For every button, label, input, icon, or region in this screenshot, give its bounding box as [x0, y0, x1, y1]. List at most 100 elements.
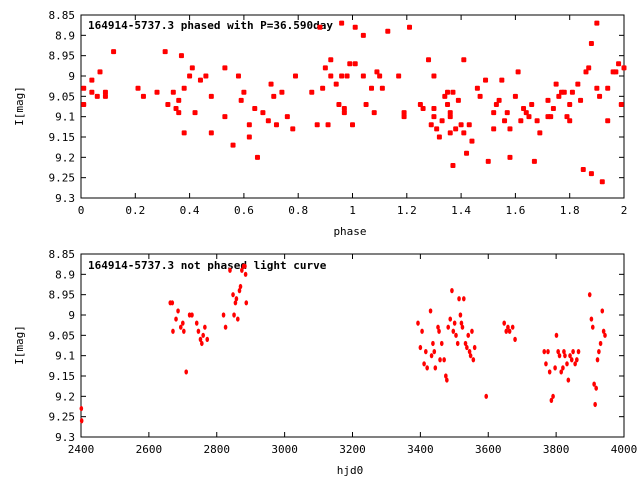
data-point — [439, 340, 444, 347]
data-point — [437, 328, 441, 334]
phased-chart-points — [81, 20, 627, 185]
phased-chart-xlabel: phase — [333, 225, 366, 238]
data-point — [447, 130, 453, 136]
data-point — [228, 267, 232, 273]
data-point — [575, 81, 581, 87]
data-point — [181, 85, 187, 91]
data-point — [333, 81, 339, 87]
phased-chart-ticks: 0 0.2 0.4 0.6 0.8 1 1.2 1.4 1.6 1.8 2 8.85 8.9 8.95 9 9… — [49, 9, 628, 217]
data-point — [452, 320, 457, 326]
data-point — [580, 167, 586, 173]
data-point — [605, 118, 611, 124]
data-point — [184, 369, 189, 375]
data-point — [523, 110, 529, 116]
data-point — [569, 357, 574, 363]
data-point — [187, 73, 193, 79]
data-point — [178, 324, 183, 330]
data-point — [445, 89, 451, 95]
data-point — [268, 81, 274, 87]
x-tick-label: 2800 — [204, 443, 231, 456]
data-point — [360, 32, 366, 38]
unphased-chart: 164914-5737.3 not phased light curve hjd… — [13, 248, 637, 477]
data-point — [593, 401, 597, 408]
data-point — [458, 122, 464, 128]
data-point — [396, 73, 402, 79]
y-tick-label: 9.3 — [55, 192, 75, 205]
data-point — [553, 365, 557, 371]
y-tick-label: 9.05 — [49, 90, 76, 103]
data-point — [379, 85, 385, 91]
y-tick-label: 8.9 — [55, 29, 75, 42]
data-point — [154, 89, 160, 95]
data-point — [363, 101, 369, 107]
data-point — [621, 65, 627, 71]
data-point — [586, 65, 592, 71]
data-point — [460, 324, 465, 330]
data-point — [418, 344, 423, 351]
data-point — [600, 308, 605, 314]
data-point — [461, 57, 467, 63]
data-point — [194, 320, 199, 326]
unphased-chart-points — [79, 263, 607, 424]
data-point — [240, 267, 244, 273]
data-point — [448, 316, 453, 322]
data-point — [208, 130, 214, 136]
data-point — [429, 353, 434, 359]
data-point — [221, 312, 226, 318]
data-point — [426, 57, 432, 63]
data-point — [455, 97, 461, 103]
data-point — [241, 89, 247, 95]
data-point — [605, 85, 611, 91]
data-point — [564, 114, 570, 120]
data-point — [233, 300, 238, 306]
data-point — [203, 73, 209, 79]
data-point — [571, 349, 575, 355]
data-point — [140, 93, 146, 99]
data-point — [457, 296, 461, 302]
data-point — [190, 312, 194, 318]
data-point — [176, 97, 182, 103]
data-point — [442, 93, 448, 99]
data-point — [467, 349, 472, 355]
data-point — [341, 106, 347, 112]
data-point — [320, 85, 326, 91]
data-point — [450, 288, 454, 294]
data-point — [235, 73, 241, 79]
data-point — [445, 377, 449, 383]
data-point — [407, 24, 413, 30]
data-point — [352, 61, 358, 67]
data-point — [198, 336, 203, 342]
data-point — [556, 349, 560, 355]
x-tick-label: 1.4 — [451, 204, 471, 217]
data-point — [176, 110, 182, 116]
data-point — [237, 288, 242, 294]
data-point — [551, 393, 555, 399]
x-tick-label: 1.2 — [397, 204, 417, 217]
y-tick-label: 9.15 — [49, 131, 76, 144]
data-point — [447, 114, 453, 120]
data-point — [450, 89, 456, 95]
data-point — [507, 154, 513, 160]
data-point — [453, 126, 459, 132]
data-point — [428, 122, 434, 128]
data-point — [174, 316, 178, 322]
data-point — [531, 158, 537, 164]
x-tick-label: 3600 — [475, 443, 502, 456]
data-point — [374, 69, 380, 75]
data-point — [502, 118, 508, 124]
y-tick-label: 8.95 — [49, 50, 76, 63]
data-point — [573, 361, 577, 367]
phased-chart-title: 164914-5737.3 phased with P=36.590day — [88, 19, 333, 32]
data-point — [461, 130, 467, 136]
data-point — [561, 365, 565, 371]
data-point — [336, 101, 342, 107]
y-tick-label: 9.2 — [55, 390, 75, 403]
data-point — [339, 73, 345, 79]
data-point — [534, 118, 540, 124]
data-point — [588, 171, 594, 177]
data-point — [97, 69, 103, 75]
data-point — [425, 365, 429, 371]
data-point — [385, 28, 391, 34]
data-point — [223, 324, 228, 330]
data-point — [203, 324, 207, 330]
